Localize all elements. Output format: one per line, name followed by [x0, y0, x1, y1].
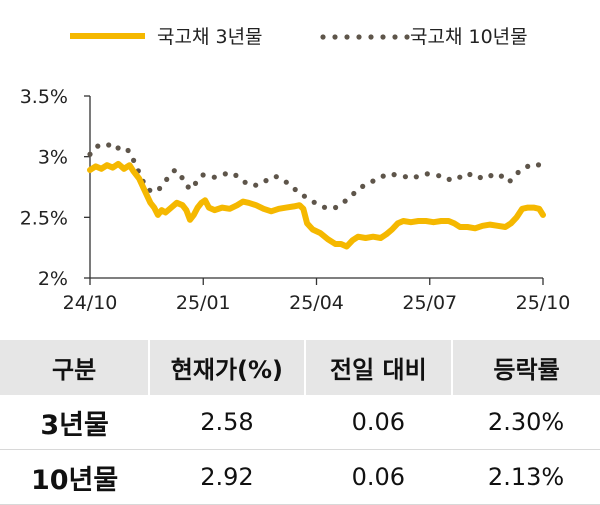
series-point-10y	[311, 199, 317, 205]
y-tick-label: 2.5%	[20, 207, 68, 229]
series-point-10y	[95, 143, 101, 149]
series-point-10y	[525, 163, 531, 169]
legend-dot	[344, 34, 350, 40]
series-point-10y	[157, 185, 163, 192]
series-point-10y	[391, 172, 397, 178]
series-point-10y	[242, 179, 248, 185]
row-label: 3년물	[0, 395, 150, 450]
x-tick-label: 25/07	[402, 292, 457, 314]
row-rate: 2.13%	[452, 449, 600, 505]
series-point-10y	[222, 171, 228, 177]
series-point-10y	[171, 168, 177, 174]
series-point-10y	[380, 173, 386, 179]
x-tick-labels: 24/10 25/01 25/04 25/07 25/10	[63, 292, 571, 314]
row-price: 2.58	[149, 395, 305, 450]
series-point-10y	[488, 173, 494, 179]
row-rate: 2.30%	[452, 395, 600, 450]
series-point-10y	[498, 173, 504, 179]
y-tick-label: 3%	[38, 147, 68, 169]
chart-legend: 국고채 3년물 국고채 10년물	[70, 26, 528, 48]
series-point-10y	[131, 157, 137, 163]
legend-dot	[392, 34, 398, 40]
series-point-10y	[457, 174, 463, 180]
x-tick-label: 25/10	[516, 292, 571, 314]
series-point-10y	[283, 179, 289, 185]
header-change-rate: 등락률	[452, 340, 600, 395]
chart-svg: 국고채 3년물 국고채 10년물 3.5% 3% 2.5% 2% 24/10 25/01…	[20, 26, 571, 314]
y-tick-labels: 3.5% 3% 2.5% 2%	[20, 86, 68, 290]
series-point-10y	[147, 187, 153, 193]
series-point-10y	[342, 198, 348, 204]
legend-label-10y: 국고채 10년물	[410, 26, 528, 48]
bond-yield-chart: 국고채 3년물 국고채 10년물 3.5% 3% 2.5% 2% 24/10 25/01…	[20, 26, 571, 314]
table-row: 10년물 2.92 0.06 2.13%	[0, 449, 600, 505]
series-point-10y	[446, 176, 452, 182]
legend-dot	[356, 34, 362, 40]
series-point-10y	[424, 171, 430, 177]
table-header-row: 구분 현재가(%) 전일 대비 등락률	[0, 340, 600, 395]
legend-dot	[332, 34, 338, 40]
series-line-3y	[87, 160, 546, 250]
series-point-10y	[351, 190, 357, 197]
x-tick-label: 25/04	[289, 292, 344, 314]
series-point-10y	[263, 178, 269, 184]
series-point-10y	[185, 184, 191, 190]
header-current-price: 현재가(%)	[149, 340, 306, 395]
series-point-10y	[106, 142, 112, 148]
header-daily-change: 전일 대비	[304, 340, 454, 395]
legend-dot	[380, 34, 386, 40]
series-point-10y	[115, 145, 121, 151]
series-point-10y	[467, 171, 473, 178]
x-tick-label: 25/01	[176, 292, 231, 314]
series-point-10y	[360, 183, 366, 189]
legend-dot	[320, 34, 326, 40]
row-change: 0.06	[304, 449, 453, 505]
series-point-10y	[253, 182, 259, 188]
series-point-10y	[164, 176, 170, 182]
series-point-10y	[192, 180, 199, 186]
series-point-10y	[321, 204, 328, 210]
x-tick-label: 24/10	[63, 292, 118, 314]
series-point-10y	[333, 204, 339, 211]
series-point-10y	[507, 178, 513, 184]
legend-label-3y: 국고채 3년물	[157, 26, 263, 48]
legend-dot	[368, 34, 374, 40]
legend-swatch-10y	[320, 34, 410, 40]
row-change: 0.06	[304, 395, 453, 450]
yield-table: 구분 현재가(%) 전일 대비 등락률 3년물 2.58 0.06 2.30% …	[0, 340, 600, 505]
series-point-10y	[402, 174, 408, 180]
series-point-10y	[273, 174, 279, 180]
series-point-10y	[233, 172, 239, 178]
series-point-10y	[87, 151, 93, 157]
series-point-10y	[436, 173, 442, 179]
series-point-10y	[292, 186, 298, 193]
series-point-10y	[515, 169, 521, 176]
chart-axes	[84, 95, 544, 285]
series-point-10y	[370, 178, 376, 184]
row-label: 10년물	[0, 449, 150, 505]
series-point-10y	[301, 193, 307, 199]
series-10y	[87, 142, 542, 211]
series-point-10y	[413, 174, 419, 180]
y-tick-label: 2%	[38, 268, 68, 290]
series-point-10y	[477, 174, 483, 181]
series-point-10y	[179, 175, 185, 181]
series-point-10y	[211, 174, 217, 180]
legend-dot	[404, 34, 410, 40]
header-category: 구분	[0, 340, 151, 395]
table-row: 3년물 2.58 0.06 2.30%	[0, 395, 600, 450]
series-point-10y	[535, 162, 542, 168]
row-price: 2.92	[149, 449, 305, 505]
y-tick-label: 3.5%	[20, 86, 68, 108]
series-point-10y	[200, 172, 206, 178]
series-point-10y	[125, 147, 131, 154]
